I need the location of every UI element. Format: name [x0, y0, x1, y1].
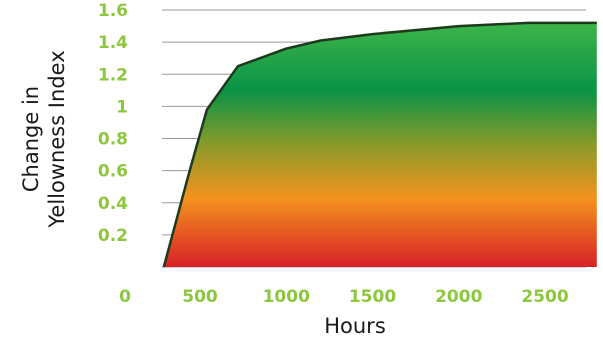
- area-fill: [163, 22, 597, 268]
- x-tick-labels: 0 500 1000 1500 2000 2500: [119, 287, 569, 307]
- x-tick-label: 2500: [521, 287, 568, 307]
- y-tick-label: 0.8: [98, 130, 128, 150]
- area-series: [162, 21, 597, 268]
- y-axis-label: Change in Yellowness Index: [19, 50, 69, 228]
- x-axis-label: Hours: [324, 314, 386, 338]
- x-tick-label: 1500: [349, 287, 396, 307]
- x-tick-label: 1000: [263, 287, 310, 307]
- x-tick-label: 500: [182, 287, 218, 307]
- y-tick-label: 0.2: [98, 226, 128, 246]
- y-tick-label: 1: [116, 97, 128, 117]
- y-tick-label: 0.4: [98, 194, 128, 214]
- y-axis-label-line-2: Yellowness Index: [45, 50, 69, 228]
- x-tick-label: 0: [119, 287, 131, 307]
- area-outline: [162, 21, 597, 268]
- y-tick-label: 1.4: [98, 33, 128, 53]
- y-tick-labels: 0.2 0.4 0.6 0.8 1 1.2 1.4 1.6: [98, 1, 128, 246]
- x-tick-label: 2000: [435, 287, 482, 307]
- y-tick-label: 1.6: [98, 1, 128, 21]
- y-tick-label: 1.2: [98, 65, 128, 85]
- y-axis-label-line-1: Change in: [19, 86, 43, 192]
- y-tick-label: 0.6: [98, 162, 128, 182]
